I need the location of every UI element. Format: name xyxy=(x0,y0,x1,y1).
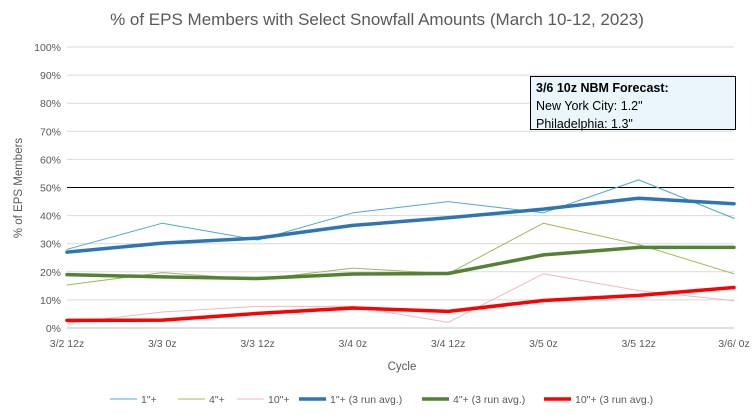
y-tick-label: 40% xyxy=(40,211,61,223)
legend-label: 1"+ xyxy=(141,394,157,406)
y-tick-label: 30% xyxy=(40,239,61,251)
y-tick-label: 60% xyxy=(40,154,61,166)
series-line-5 xyxy=(65,245,736,281)
y-tick-label: 0% xyxy=(46,323,61,335)
y-tick-label: 50% xyxy=(40,183,61,195)
series-line-3 xyxy=(66,273,735,324)
series-line-2 xyxy=(66,222,735,286)
legend-label: 4"+ xyxy=(209,394,225,406)
annotation-title: 3/6 10z NBM Forecast: xyxy=(536,81,669,95)
legend: 1"+ 4"+ 10"+ 1"+ (3 run avg.) 4"+ (3 run avg… xyxy=(110,394,653,406)
y-tick-label: 20% xyxy=(40,267,61,279)
x-tick-label: 3/3 0z xyxy=(148,338,177,350)
x-tick-label: 3/3 12z xyxy=(240,338,274,350)
legend-label: 1"+ (3 run avg.) xyxy=(330,394,402,406)
x-axis-ticks: 3/2 12z 3/3 0z 3/3 12z 3/4 0z 3/4 12z 3/5 0z 3… xyxy=(50,338,750,350)
series-line-1 xyxy=(66,179,735,250)
series-lines xyxy=(65,179,736,324)
legend-label: 4"+ (3 run avg.) xyxy=(453,394,525,406)
y-axis-ticks: 0% 10% 20% 30% 40% 50% 60% 70% 80% 90% 100% xyxy=(34,42,61,335)
nbm-forecast-annotation: 3/6 10z NBM Forecast: New York City: 1.2… xyxy=(530,76,736,131)
annotation-line-nyc: New York City: 1.2" xyxy=(536,99,643,113)
x-tick-label: 3/2 12z xyxy=(50,338,84,350)
legend-label: 10"+ (3 run avg.) xyxy=(575,394,653,406)
x-tick-label: 3/6/ 0z xyxy=(718,338,750,350)
series-line-6 xyxy=(65,285,736,323)
x-tick-label: 3/4 0z xyxy=(339,338,368,350)
y-tick-label: 10% xyxy=(40,295,61,307)
chart-title: % of EPS Members with Select Snowfall Am… xyxy=(110,10,644,29)
y-axis-label: % of EPS Members xyxy=(13,138,25,239)
y-tick-label: 90% xyxy=(40,70,61,82)
x-axis-label: Cycle xyxy=(388,361,417,373)
x-tick-label: 3/5 12z xyxy=(621,338,655,350)
series-line-4 xyxy=(65,196,736,254)
y-tick-label: 100% xyxy=(34,42,61,54)
y-tick-label: 70% xyxy=(40,126,61,138)
x-tick-label: 3/5 0z xyxy=(529,338,558,350)
legend-label: 10"+ xyxy=(268,394,290,406)
annotation-line-philadelphia: Philadelphia: 1.3" xyxy=(536,117,633,131)
x-tick-label: 3/4 12z xyxy=(431,338,465,350)
y-tick-label: 80% xyxy=(40,98,61,110)
